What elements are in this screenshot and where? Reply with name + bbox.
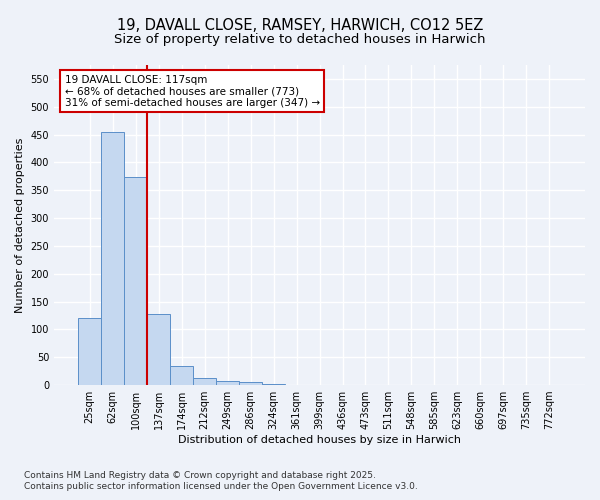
Text: 19 DAVALL CLOSE: 117sqm
← 68% of detached houses are smaller (773)
31% of semi-d: 19 DAVALL CLOSE: 117sqm ← 68% of detache… xyxy=(65,74,320,108)
Bar xyxy=(147,314,170,385)
Bar xyxy=(216,380,239,385)
X-axis label: Distribution of detached houses by size in Harwich: Distribution of detached houses by size … xyxy=(178,435,461,445)
Text: Size of property relative to detached houses in Harwich: Size of property relative to detached ho… xyxy=(114,32,486,46)
Bar xyxy=(239,382,262,385)
Bar xyxy=(308,384,331,385)
Bar xyxy=(170,366,193,385)
Y-axis label: Number of detached properties: Number of detached properties xyxy=(15,138,25,312)
Text: Contains HM Land Registry data © Crown copyright and database right 2025.: Contains HM Land Registry data © Crown c… xyxy=(24,471,376,480)
Bar xyxy=(101,132,124,385)
Bar xyxy=(124,178,147,385)
Text: Contains public sector information licensed under the Open Government Licence v3: Contains public sector information licen… xyxy=(24,482,418,491)
Text: 19, DAVALL CLOSE, RAMSEY, HARWICH, CO12 5EZ: 19, DAVALL CLOSE, RAMSEY, HARWICH, CO12 … xyxy=(117,18,483,32)
Bar xyxy=(78,318,101,385)
Bar xyxy=(331,384,354,385)
Bar xyxy=(262,384,285,385)
Bar xyxy=(193,378,216,385)
Bar xyxy=(285,384,308,385)
